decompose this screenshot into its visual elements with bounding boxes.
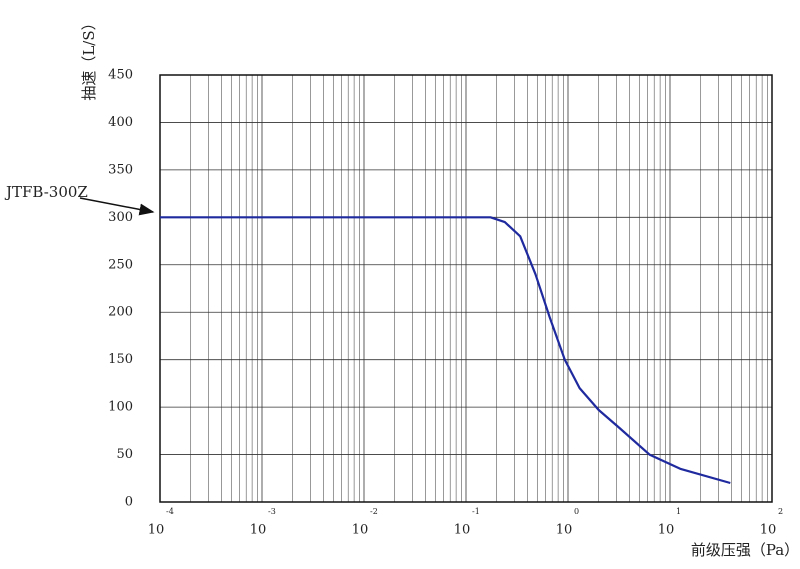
annotation-arrow bbox=[79, 197, 155, 216]
x-axis-label: 前级压强（Pa） bbox=[691, 541, 799, 559]
y-tick-label: 0 bbox=[125, 495, 133, 510]
y-tick-label: 150 bbox=[108, 352, 133, 367]
y-tick-label: 250 bbox=[108, 257, 133, 272]
x-tick-exponent: -1 bbox=[472, 507, 480, 516]
y-tick-label: 450 bbox=[108, 68, 133, 83]
x-tick-label: 10 bbox=[352, 523, 369, 538]
x-tick-label: 10 bbox=[760, 523, 777, 538]
y-tick-label: 100 bbox=[108, 400, 133, 415]
y-tick-label: 350 bbox=[108, 162, 133, 177]
x-tick-exponent: -3 bbox=[268, 507, 276, 516]
x-tick-exponent: 1 bbox=[676, 507, 681, 516]
y-tick-label: 200 bbox=[108, 305, 133, 320]
x-tick-label: 10 bbox=[148, 523, 165, 538]
annotation: JTFB-300Z bbox=[4, 183, 88, 201]
x-tick-exponent: 0 bbox=[574, 507, 579, 516]
x-tick-label: 10 bbox=[556, 523, 573, 538]
x-tick-exponent: 2 bbox=[778, 507, 783, 516]
x-tick-exponent: -2 bbox=[370, 507, 378, 516]
y-tick-label: 50 bbox=[116, 447, 133, 462]
y-tick-label: 400 bbox=[108, 115, 133, 130]
y-tick-label: 300 bbox=[108, 210, 133, 225]
data-line bbox=[160, 216, 731, 485]
x-tick-label: 10 bbox=[250, 523, 267, 538]
x-tick-label: 10 bbox=[454, 523, 471, 538]
x-tick-label: 10 bbox=[658, 523, 675, 538]
y-axis-label: 抽速（L/S） bbox=[80, 15, 98, 100]
x-tick-exponent: -4 bbox=[166, 507, 174, 516]
plot-frame bbox=[159, 74, 773, 503]
